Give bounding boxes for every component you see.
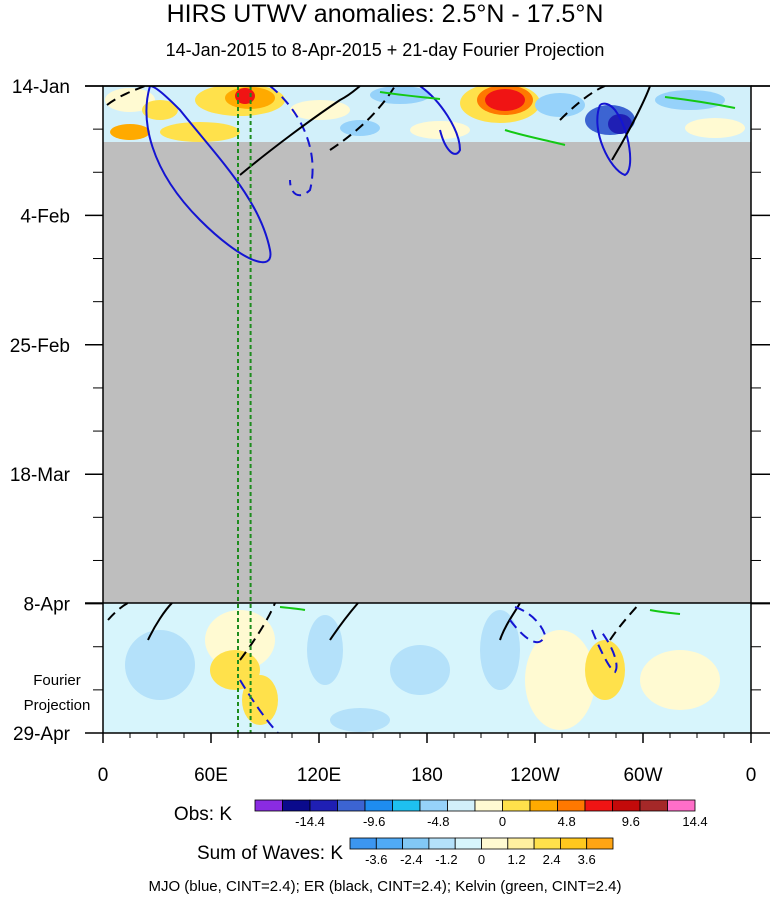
er-contour	[611, 86, 651, 161]
obs-colorbar: -14.4 -9.6 -4.8 0 4.8 9.6 14.4	[254, 799, 708, 829]
er-contour-negative	[107, 602, 129, 621]
x-tick-label: 0	[98, 765, 109, 786]
er-contour	[147, 602, 173, 641]
colorbar-swatch	[392, 799, 421, 812]
colorbar-swatch	[349, 837, 377, 850]
obs-colorbar-label: Obs: K	[174, 804, 232, 825]
x-tick-label: 60W	[623, 765, 662, 786]
colorbar-tick-label: 1.2	[508, 852, 526, 867]
colorbar-swatch	[447, 799, 476, 812]
er-contour	[329, 602, 359, 641]
projection-label-line1: Fourier	[33, 672, 81, 689]
colorbar-swatch	[364, 799, 393, 812]
mjo-contour-negative	[591, 629, 618, 674]
x-axis: 0 60E 120E 180 120W 60W 0	[98, 733, 757, 786]
mjo-contour-negative	[239, 679, 279, 733]
missing-data-region	[103, 142, 751, 603]
colorbar-tick-label: 0	[499, 814, 506, 829]
er-contour-negative	[106, 86, 146, 106]
er-contour	[239, 86, 361, 176]
colorbar-swatch	[428, 837, 456, 850]
kelvin-contour	[379, 91, 441, 100]
x-tick-label: 180	[411, 765, 443, 786]
contour-legend-footnote: MJO (blue, CINT=2.4); ER (black, CINT=2.…	[148, 878, 621, 895]
colorbar-swatch	[474, 799, 503, 812]
colorbar-swatch	[560, 837, 588, 850]
y-tick-label: 18-Mar	[10, 465, 71, 486]
y-tick-label: 4-Feb	[20, 206, 70, 227]
colorbar-tick-label: 0	[478, 852, 485, 867]
y-tick-label: 29-Apr	[13, 724, 71, 745]
colorbar-tick-label: 9.6	[622, 814, 640, 829]
x-tick-label: 120E	[297, 765, 341, 786]
colorbar-swatch	[309, 799, 338, 812]
projection-label-line2: Projection	[24, 697, 91, 714]
mjo-contour	[145, 86, 272, 264]
kelvin-contour	[649, 609, 681, 615]
mjo-contour-negative	[509, 606, 547, 644]
colorbar-swatch	[454, 837, 482, 850]
mjo-contour	[596, 102, 632, 177]
chart-subtitle: 14-Jan-2015 to 8-Apr-2015 + 21-day Fouri…	[165, 40, 605, 60]
kelvin-contour	[279, 606, 306, 611]
colorbar-swatch	[402, 837, 430, 850]
y-tick-label: 25-Feb	[10, 336, 70, 357]
colorbar-swatch	[584, 799, 613, 812]
colorbar-swatch	[557, 799, 586, 812]
colorbar-tick-label: -9.6	[363, 814, 385, 829]
waves-colorbar: -3.6 -2.4 -1.2 0 1.2 2.4 3.6	[349, 837, 614, 867]
colorbar-swatch	[282, 799, 311, 812]
er-contour	[499, 602, 521, 641]
colorbar-tick-label: 3.6	[578, 852, 596, 867]
colorbar-swatch	[529, 799, 558, 812]
y-tick-label: 8-Apr	[24, 595, 71, 616]
colorbar-swatch	[507, 837, 535, 850]
er-contour-negative	[559, 86, 606, 121]
colorbar-swatch	[612, 799, 641, 812]
colorbar-swatch	[586, 837, 614, 850]
er-contour-negative	[609, 602, 641, 641]
y-axis: 14-Jan 4-Feb 25-Feb 18-Mar 8-Apr 29-Apr	[10, 77, 770, 745]
kelvin-contour	[664, 96, 736, 109]
colorbar-swatch	[375, 837, 403, 850]
colorbar-tick-label: -14.4	[295, 814, 325, 829]
x-tick-label: 60E	[194, 765, 228, 786]
colorbar-tick-label: -3.6	[365, 852, 387, 867]
colorbar-tick-label: -1.2	[435, 852, 457, 867]
wave-contours	[106, 86, 736, 733]
er-contour-negative	[239, 602, 276, 661]
projection-field	[103, 603, 751, 733]
chart-title: HIRS UTWV anomalies: 2.5°N - 17.5°N	[166, 0, 604, 28]
colorbar-tick-label: 4.8	[558, 814, 576, 829]
colorbar-swatch	[533, 837, 561, 850]
colorbar-swatch	[502, 799, 531, 812]
x-tick-label: 0	[746, 765, 757, 786]
colorbar-swatch	[481, 837, 509, 850]
colorbar-tick-label: -2.4	[400, 852, 422, 867]
colorbar-tick-label: 14.4	[682, 814, 707, 829]
colorbar-tick-label: -4.8	[427, 814, 449, 829]
colorbar-swatch	[254, 799, 283, 812]
colorbar-swatch	[639, 799, 668, 812]
colorbar-tick-label: 2.4	[543, 852, 561, 867]
y-tick-label: 14-Jan	[12, 77, 70, 98]
mjo-contour-negative	[269, 86, 314, 197]
colorbar-swatch	[419, 799, 448, 812]
colorbar-swatch	[667, 799, 696, 812]
colorbar-swatch	[337, 799, 366, 812]
mjo-contour	[419, 86, 462, 155]
reference-lines	[237, 86, 252, 733]
kelvin-contour	[504, 129, 566, 146]
x-tick-label: 120W	[510, 765, 560, 786]
waves-colorbar-label: Sum of Waves: K	[197, 843, 343, 864]
